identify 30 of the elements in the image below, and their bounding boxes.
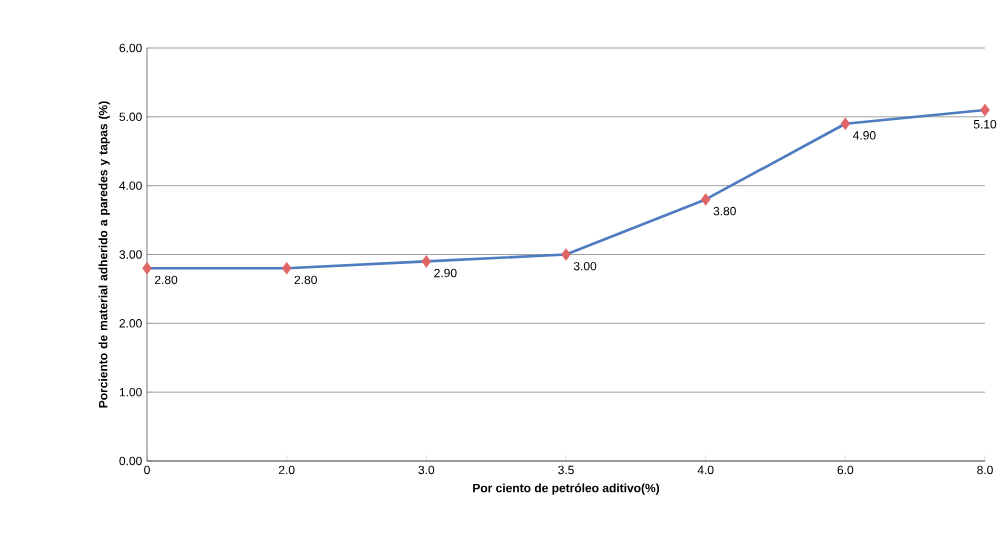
x-tick-label: 3.0 (418, 465, 435, 475)
y-tick-label: 2.00 (119, 319, 142, 328)
y-tick-label: 4.00 (119, 181, 142, 190)
data-label: 2.90 (434, 268, 457, 278)
data-label: 3.80 (713, 206, 736, 216)
point (700, 193, 711, 206)
y-tick-label: 3.00 (119, 250, 142, 259)
point (142, 262, 152, 275)
data-label: 3.00 (573, 261, 597, 271)
x-tick-label: 3.5 (558, 465, 574, 475)
y-tick-label: 0.00 (119, 456, 142, 466)
x-tick-label: 8.0 (977, 465, 993, 475)
point (840, 117, 851, 130)
point (421, 255, 432, 268)
x-tick-label: 0 (144, 465, 150, 475)
point (281, 262, 292, 275)
data-label: 4.90 (852, 131, 876, 140)
y-tick-label: 1.00 (119, 387, 142, 397)
data-label: 2.80 (294, 275, 317, 285)
data-label: 2.80 (154, 275, 178, 285)
y-axis-title: Porciento de material adherido a paredes y tapas (%) (98, 101, 110, 408)
point (980, 103, 990, 117)
x-tick-label: 2.0 (278, 465, 295, 475)
x-axis-title: Por ciento de petróleo aditivo(%) (473, 483, 660, 495)
x-tick-label: 6.0 (837, 465, 854, 475)
y-tick-label: 6.00 (119, 43, 142, 53)
y-tick-label: 5.00 (119, 112, 142, 122)
x-tick-label: 4.0 (697, 465, 714, 475)
point (561, 248, 571, 261)
data-label: 5.10 (973, 120, 997, 129)
